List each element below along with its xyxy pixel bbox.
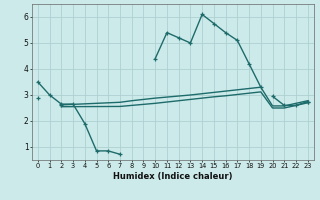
X-axis label: Humidex (Indice chaleur): Humidex (Indice chaleur) bbox=[113, 172, 233, 181]
